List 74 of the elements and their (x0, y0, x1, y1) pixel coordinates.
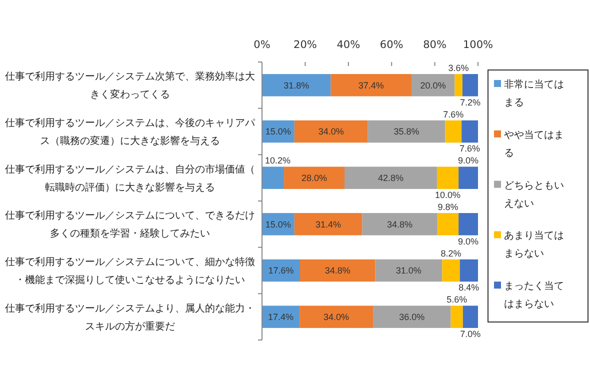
data-label: 17.6% (268, 266, 294, 276)
data-label: 15.0% (265, 219, 291, 230)
bar (460, 259, 478, 282)
y-tick-label: 仕事で利用するツール／システムより、属人的な能力・スキルの方が重要だ (5, 302, 255, 332)
data-label: 8.4% (458, 282, 480, 293)
bar (368, 120, 446, 143)
bar (373, 306, 451, 328)
data-label: 17.4% (268, 312, 294, 322)
data-label: 28.0% (302, 173, 328, 184)
bar (262, 74, 331, 96)
x-tick-label: 40% (336, 39, 360, 51)
data-label: 8.2% (440, 248, 462, 258)
data-label: 3.6% (448, 63, 469, 74)
bar (458, 166, 478, 189)
data-label: 9.8% (438, 202, 458, 212)
data-label: 20.0% (420, 80, 446, 90)
data-label: 31.8% (284, 80, 310, 90)
legend-label: あまり当てはまらない (504, 230, 564, 260)
x-tick-label: 0% (254, 39, 270, 51)
bar (262, 166, 284, 189)
x-tick-label: 60% (380, 39, 404, 51)
legend-label: どちらともいえない (504, 180, 564, 210)
data-label: 35.8% (394, 126, 420, 137)
legend-label: 非常に当てはまる (504, 78, 564, 108)
data-label: 10.2% (264, 156, 291, 166)
bar (458, 213, 478, 236)
bar (300, 306, 374, 328)
data-label: 7.6% (460, 144, 480, 154)
y-tick-label: 仕事で利用するツール／システムは、今後のキャリアパス（職務の変遷）に大きな影響を与える (5, 117, 256, 147)
bar (411, 74, 455, 96)
bar (437, 213, 459, 236)
bar (462, 74, 478, 96)
data-label: 10.0% (434, 190, 461, 200)
bar (330, 74, 412, 96)
bar (375, 259, 442, 282)
bar (300, 259, 376, 282)
bar (362, 213, 438, 236)
data-label: 7.2% (460, 97, 480, 108)
data-label: 42.8% (378, 173, 404, 184)
bar (294, 120, 368, 143)
bar (450, 306, 463, 328)
data-label: 5.6% (446, 294, 468, 305)
data-label: 7.0% (460, 328, 481, 339)
data-label: 37.4% (358, 80, 384, 90)
legend-label: やや当てはまる (504, 128, 564, 159)
bar (442, 259, 460, 282)
bar (344, 166, 437, 189)
bar (262, 306, 300, 328)
bar (284, 166, 345, 189)
x-tick-label: 80% (423, 39, 446, 51)
y-tick-label: 仕事で利用するツール／システムについて、できるだけ多くの種類を学習・経験してみたい (5, 210, 255, 240)
data-label: 15.0% (265, 126, 291, 137)
data-label: 31.0% (396, 266, 422, 276)
x-tick-label: 100% (462, 39, 494, 51)
bar (436, 166, 459, 189)
data-label: 34.0% (318, 126, 344, 137)
data-label: 7.6% (443, 109, 464, 120)
bar (462, 306, 478, 328)
y-tick-label: 仕事で利用するツール／システム次第で、業務効率は大きく変わってくる (5, 70, 255, 101)
data-label: 34.8% (324, 266, 350, 276)
bar (462, 120, 478, 143)
data-label: 9.0% (458, 156, 479, 166)
data-label: 34.8% (387, 219, 413, 230)
y-tick-label: 仕事で利用するツール／システムについて、細かな特徴・機能まで深掘りして使いこなせるようになりたい (5, 256, 255, 286)
bar (454, 74, 462, 96)
data-label: 36.0% (399, 312, 425, 322)
data-label: 31.4% (316, 219, 342, 230)
legend-label: まったく当てはまらない (504, 280, 564, 310)
x-tick-label: 20% (294, 39, 317, 51)
y-tick-label: 仕事で利用するツール／システムは、自分の市場価値（転職時の評価）に大きな影響を与える (5, 163, 255, 194)
data-label: 9.0% (458, 236, 479, 246)
bar (294, 213, 362, 236)
data-label: 34.0% (324, 312, 350, 322)
bar (445, 120, 462, 143)
